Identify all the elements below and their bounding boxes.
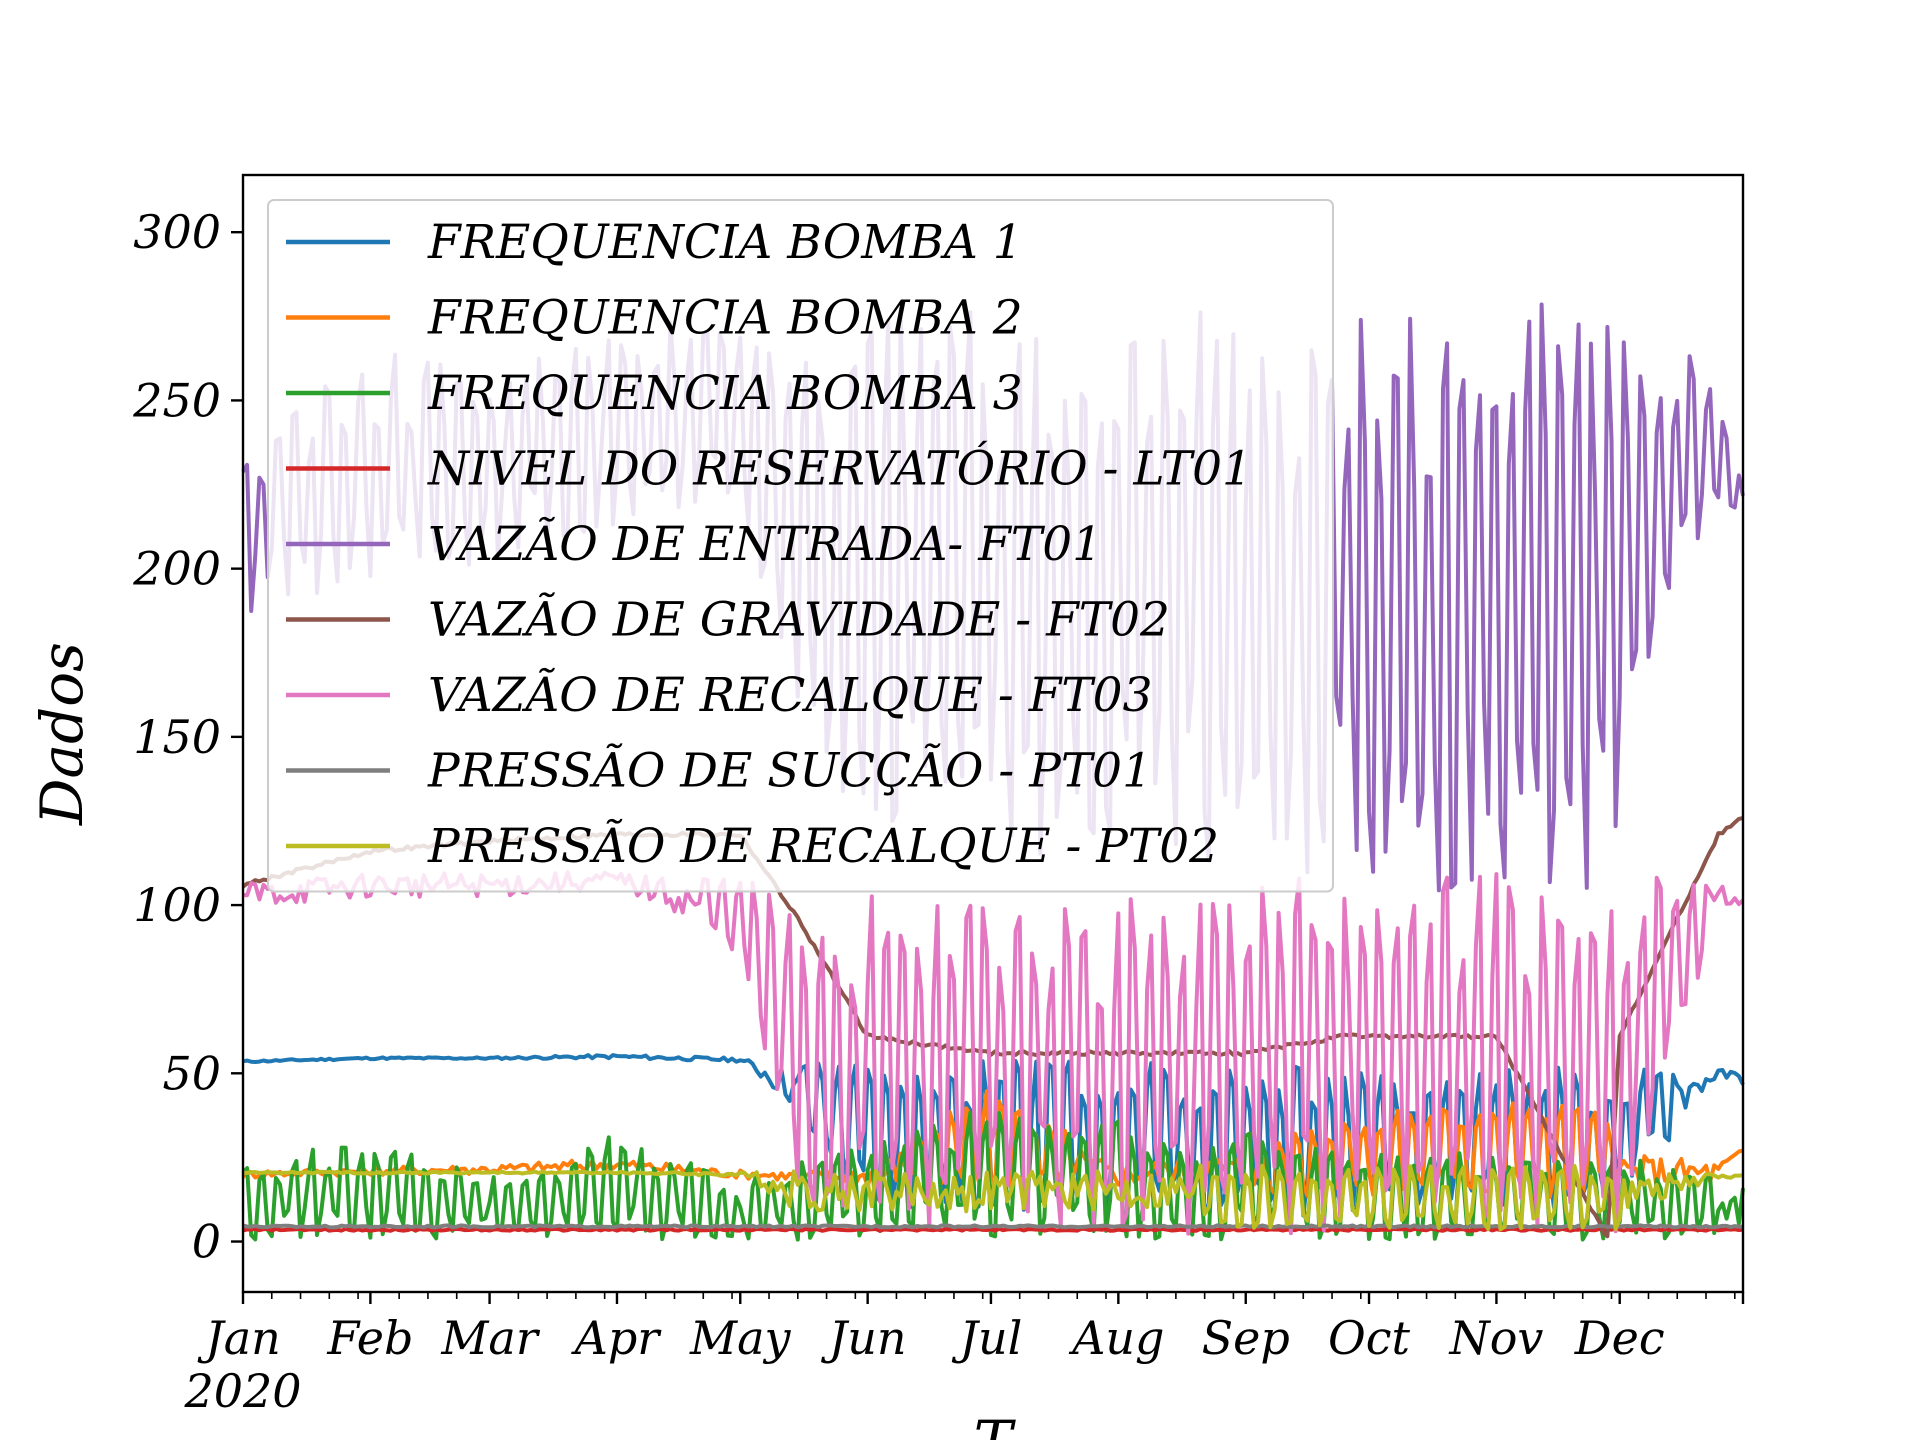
legend-label: NIVEL DO RESERVATÓRIO - LT01 [427,441,1252,497]
series-line-9 [242,1163,1744,1232]
x-year-label: 2020 [183,1364,301,1418]
x-tick-label-sep: Sep [1202,1311,1290,1365]
y-tick-label-4: 200 [132,542,221,596]
legend-label: VAZÃO DE GRAVIDADE - FT02 [428,593,1170,648]
y-tick-label-3: 150 [133,710,221,764]
legend-item-7: VAZÃO DE RECALQUE - FT03 [286,668,1152,723]
y-tick-label-0: 0 [192,1215,221,1269]
legend-item-3: FREQUENCIA BOMBA 3 [286,366,1023,421]
legend-label: PRESSÃO DE SUCÇÃO - PT01 [427,744,1152,799]
legend-frame [267,199,1334,893]
y-tick-label-6: 300 [133,205,221,259]
y-axis-label: Dados [28,642,96,826]
series-line-8 [242,1223,1744,1230]
legend-label: FREQUENCIA BOMBA 2 [427,291,1023,346]
series-line-4 [242,1226,1744,1233]
legend-item-5: VAZÃO DE ENTRADA- FT01 [286,517,1102,572]
x-tick-label-jan: Jan [197,1311,281,1365]
y-tick-label-2: 100 [133,878,221,932]
legend-label: VAZÃO DE ENTRADA- FT01 [428,517,1102,572]
x-tick-label-aug: Aug [1068,1311,1164,1365]
series-line-3 [241,1110,1745,1242]
legend-label: PRESSÃO DE RECALQUE - PT02 [427,819,1219,874]
x-axis-label: T [974,1408,1017,1440]
legend-item-8: PRESSÃO DE SUCÇÃO - PT01 [286,744,1152,799]
legend-label: VAZÃO DE RECALQUE - FT03 [428,668,1152,723]
plot-frame [241,173,1745,1294]
y-tick-label-1: 50 [162,1046,221,1100]
x-tick-label-oct: Oct [1328,1311,1410,1365]
legend: FREQUENCIA BOMBA 1 FREQUENCIA BOMBA 2 FREQ… [286,215,1252,874]
x-tick-label-jun: Jun [821,1311,907,1365]
x-tick-label-may: May [689,1311,792,1365]
y-tick-label-5: 250 [132,373,221,427]
legend-item-4: NIVEL DO RESERVATÓRIO - LT01 [286,441,1252,497]
x-tick-label-nov: Nov [1448,1311,1543,1365]
x-tick-label-feb: Feb [326,1311,413,1365]
x-tick-label-apr: Apr [571,1311,663,1365]
legend-item-9: PRESSÃO DE RECALQUE - PT02 [286,819,1219,874]
legend-label: FREQUENCIA BOMBA 3 [427,366,1023,421]
legend-item-6: VAZÃO DE GRAVIDADE - FT02 [286,593,1170,648]
legend-item-1: FREQUENCIA BOMBA 1 [286,215,1023,270]
legend-item-2: FREQUENCIA BOMBA 2 [286,291,1023,346]
legend-label: FREQUENCIA BOMBA 1 [427,215,1023,270]
x-tick-label-jul: Jul [952,1311,1023,1365]
x-tick-label-dec: Dec [1574,1311,1665,1365]
axes: 0 50 100 150 200 250 300 Jan Feb Mar Apr May Jun Jul A… [132,205,1745,1418]
x-tick-label-mar: Mar [440,1311,541,1365]
